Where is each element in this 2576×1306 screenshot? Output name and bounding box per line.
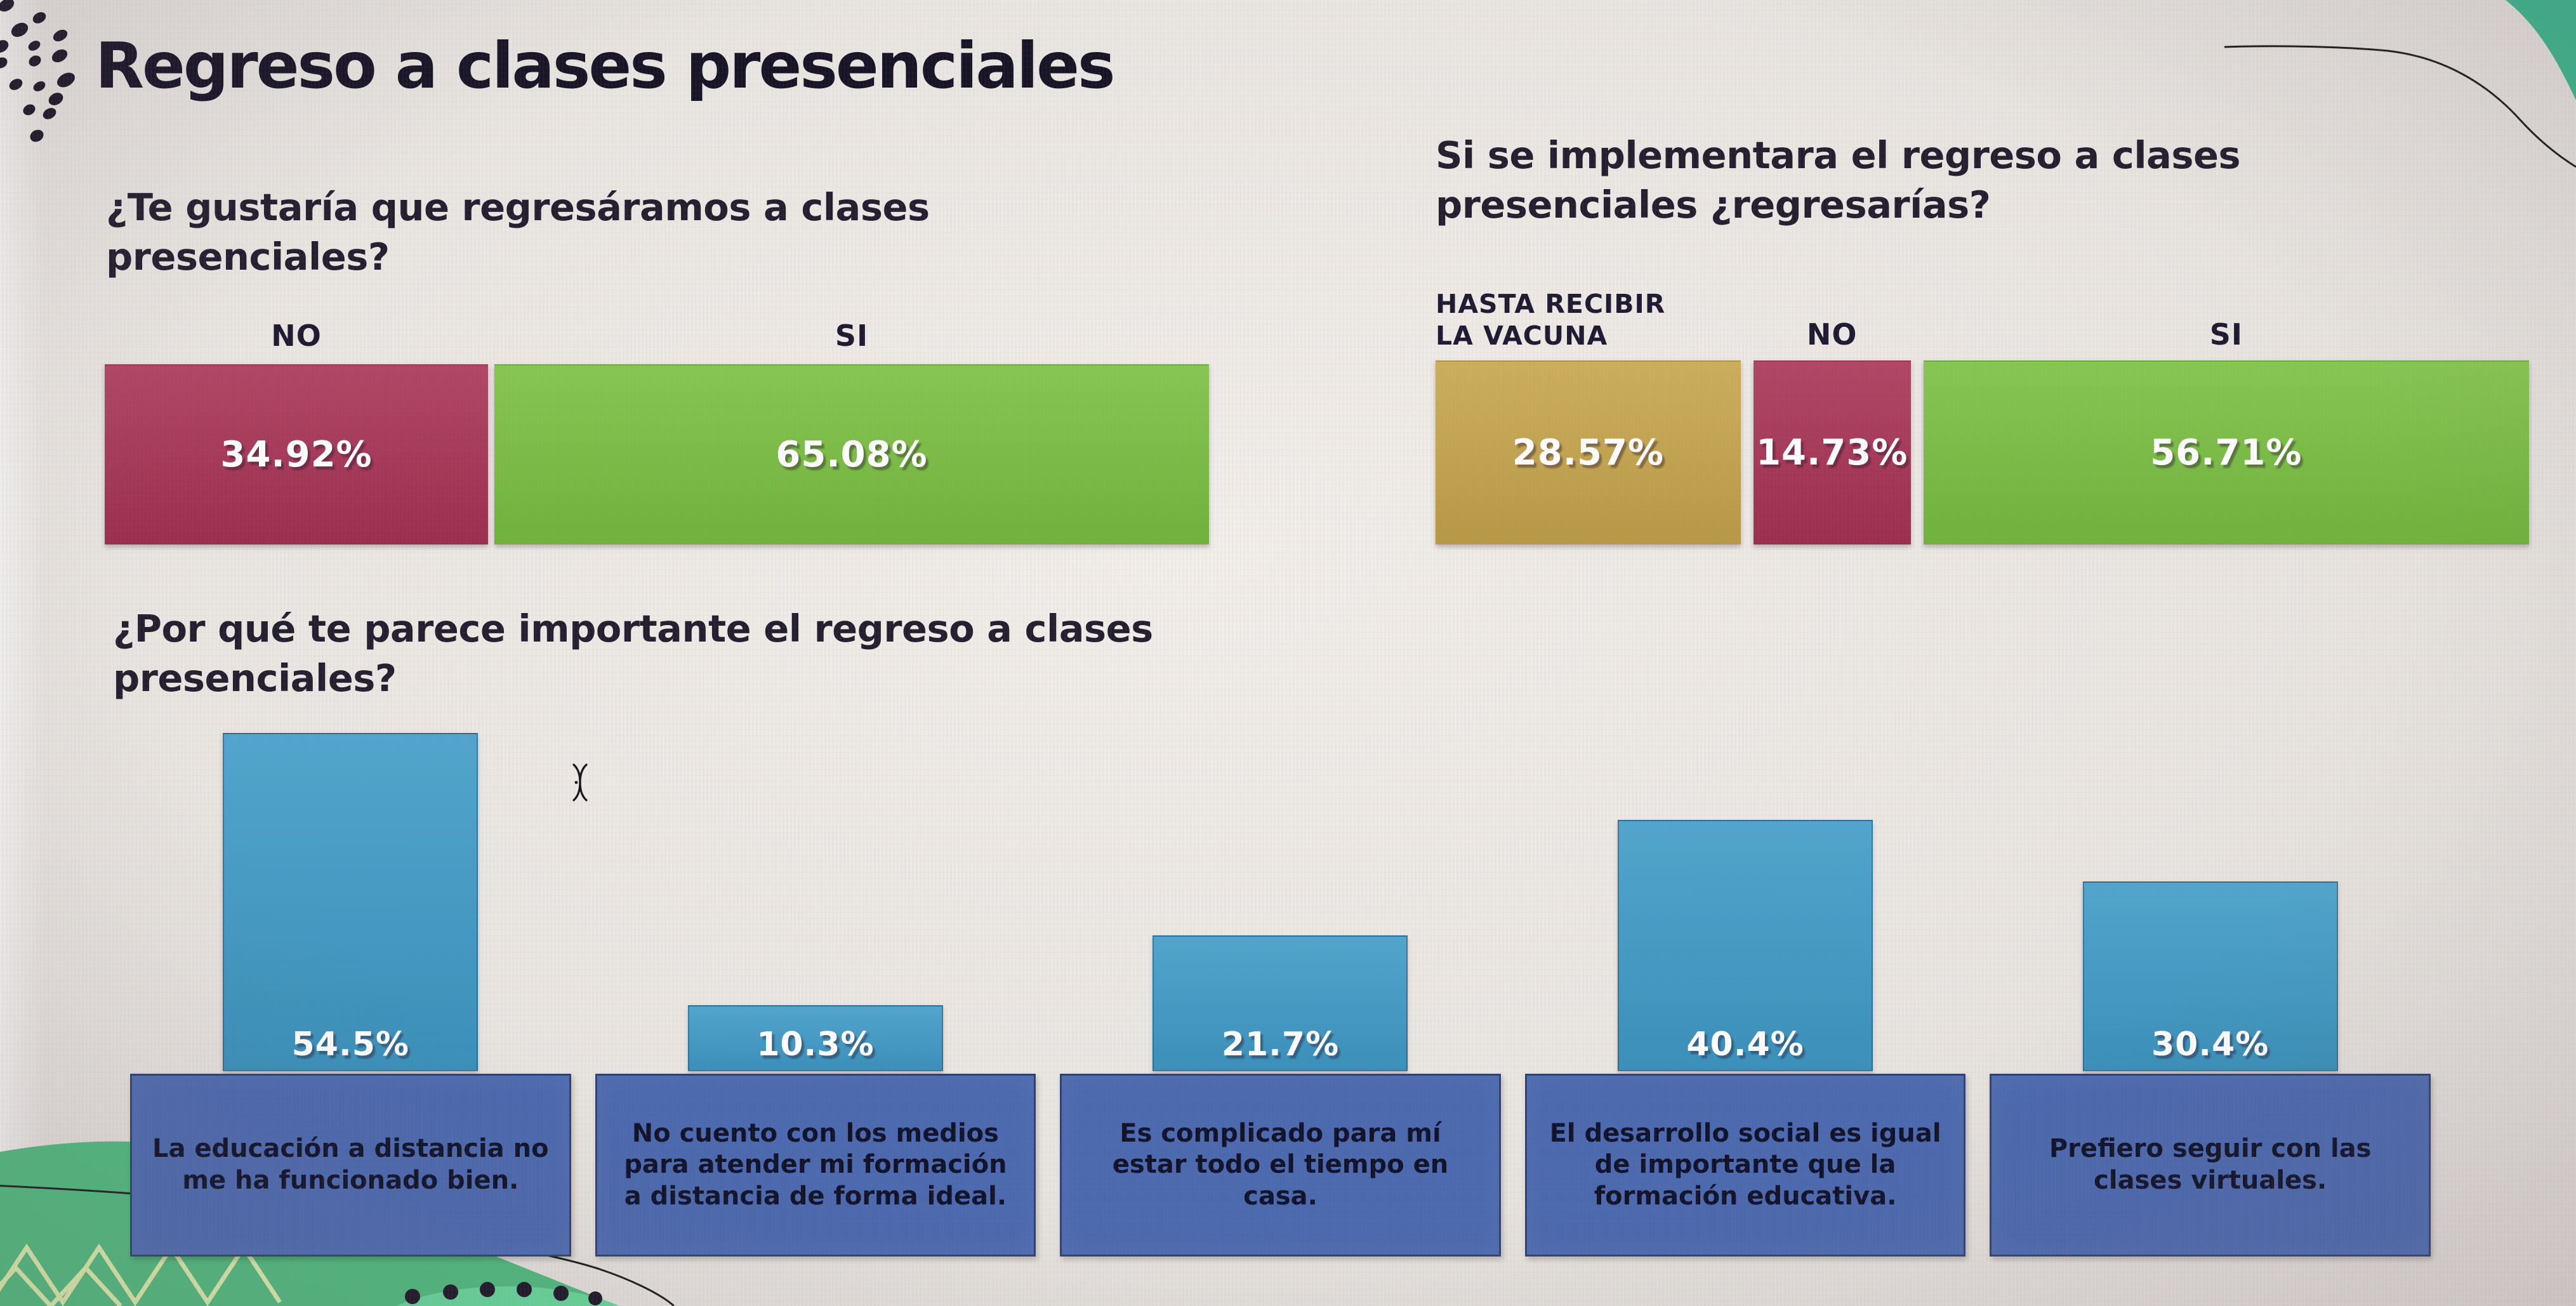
reason-box-1: La educación a distancia no me ha funcio… xyxy=(130,1074,571,1257)
chart1-bars: 34.92% 65.08% xyxy=(105,364,1209,544)
chart3-bar-2: 10.3% xyxy=(687,1005,943,1071)
chart3-reason-boxes: La educación a distancia no me ha funcio… xyxy=(130,1074,2431,1257)
chart1-label-si: SI xyxy=(835,319,869,353)
chart3-bar-1: 54.5% xyxy=(223,733,479,1071)
chart3-column: 21.7% xyxy=(1060,732,1501,1071)
chart3-value-2: 10.3% xyxy=(756,1026,875,1064)
chart2-value-no: 14.73% xyxy=(1756,432,1908,473)
chart1-label-no: NO xyxy=(271,319,322,353)
slide-title: Regreso a clases presenciales xyxy=(95,29,1116,103)
chart3-value-4: 40.4% xyxy=(1686,1026,1804,1064)
chart2-value-si: 56.71% xyxy=(2150,432,2302,473)
chart3-value-3: 21.7% xyxy=(1221,1026,1340,1064)
chart3-column: 10.3% xyxy=(595,732,1036,1071)
chart3-column: 30.4% xyxy=(1990,732,2431,1071)
question-3: ¿Por qué te parece importante el regreso… xyxy=(113,607,1153,700)
chart2-value-vacuna: 28.57% xyxy=(1512,432,1665,473)
question-1: ¿Te gustaría que regresáramos a clases p… xyxy=(106,185,930,279)
chart3-bar-5: 30.4% xyxy=(2082,881,2338,1071)
question-2: Si se implementara el regreso a clases p… xyxy=(1436,133,2241,227)
chart2-bar-si: 56.71% xyxy=(1923,360,2529,544)
chart3-column: 40.4% xyxy=(1525,732,1966,1071)
reason-box-5: Prefiero seguir con las clases virtuales… xyxy=(1990,1074,2431,1257)
chart1-bar-si: 65.08% xyxy=(494,364,1209,544)
chart2-label-no: NO xyxy=(1806,317,1858,352)
chart1-value-no: 34.92% xyxy=(220,433,373,475)
zigzag-pattern xyxy=(0,1243,282,1306)
teal-corner-shape xyxy=(2506,0,2576,100)
chart2-category-labels: HASTA RECIBIR LA VACUNA NO SI xyxy=(1436,263,2529,352)
text-cursor-icon xyxy=(571,763,590,805)
reason-box-4: El desarrollo social es igual de importa… xyxy=(1524,1074,1966,1257)
chart1-value-si: 65.08% xyxy=(776,433,928,475)
chart3-value-5: 30.4% xyxy=(2151,1026,2269,1064)
chart1-bar-no: 34.92% xyxy=(105,364,489,544)
chart3-value-1: 54.5% xyxy=(291,1026,409,1064)
reason-box-3: Es complicado para mí estar todo el tiem… xyxy=(1060,1074,1501,1257)
chart2-label-si: SI xyxy=(2209,317,2243,352)
chart2-bars: 28.57% 14.73% 56.71% xyxy=(1436,360,2529,544)
chart2-label-vacuna: HASTA RECIBIR LA VACUNA xyxy=(1436,288,1666,351)
chart2-bar-no: 14.73% xyxy=(1753,360,1911,544)
chart3-bars: 54.5% 10.3% 21.7% 40.4% 30.4% xyxy=(130,732,2431,1071)
mint-blob-dots xyxy=(405,1282,602,1305)
chart2-bar-vacuna: 28.57% xyxy=(1436,360,1741,544)
chart3-bar-3: 21.7% xyxy=(1153,935,1408,1071)
chart3-column: 54.5% xyxy=(130,732,571,1071)
reason-box-2: No cuento con los medios para atender mi… xyxy=(595,1074,1036,1257)
chart1-category-labels: NO SI xyxy=(105,308,1209,353)
chart3-bar-4: 40.4% xyxy=(1618,820,1873,1071)
thin-curve-line-top xyxy=(2224,45,2576,168)
